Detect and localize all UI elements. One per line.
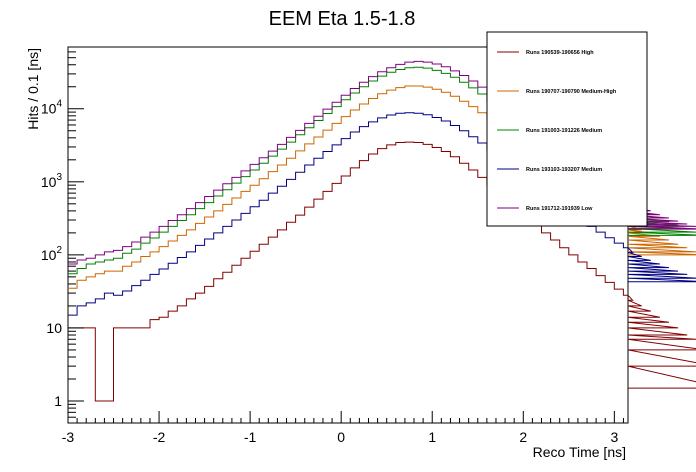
x-tick-label: 1	[428, 429, 436, 445]
legend-label-3: Runs 191003-191226 Medium	[526, 128, 602, 134]
axes-layer	[67, 46, 624, 424]
y-axis-title: Hits / 0.1 [ns]	[25, 48, 41, 130]
tick-labels: -3 -2 -1 0 1 2 3 1 10 102 103 104	[41, 99, 619, 445]
x-tick-label: 2	[519, 429, 527, 445]
legend-label-4: Runs 193103-193207 Medium	[526, 167, 602, 173]
series-line-4	[68, 112, 696, 316]
x-tick-label: -3	[62, 429, 75, 445]
y-tick-label: 102	[41, 245, 63, 263]
x-axis-title: Reco Time [ns]	[533, 444, 626, 460]
x-tick-label: 0	[337, 429, 345, 445]
series-line-1	[68, 141, 696, 402]
legend-label-2: Runs 190707-190790 Medium-High	[526, 89, 617, 95]
legend: Runs 190539-190656 High Runs 190707-19079…	[486, 31, 648, 227]
y-tick-label: 103	[41, 172, 63, 190]
x-tick-label: -1	[244, 429, 257, 445]
legend-box	[486, 31, 648, 227]
y-tick-label: 1	[54, 393, 62, 409]
y-tick-label: 10	[46, 320, 62, 336]
y-tick-label: 104	[41, 99, 63, 117]
legend-label-5: Runs 191712-191939 Low	[526, 206, 593, 212]
legend-label-1: Runs 190539-190656 High	[526, 50, 594, 56]
x-tick-label: 3	[610, 429, 618, 445]
chart-title: EEM Eta 1.5-1.8	[269, 8, 416, 30]
x-tick-label: -2	[153, 429, 166, 445]
